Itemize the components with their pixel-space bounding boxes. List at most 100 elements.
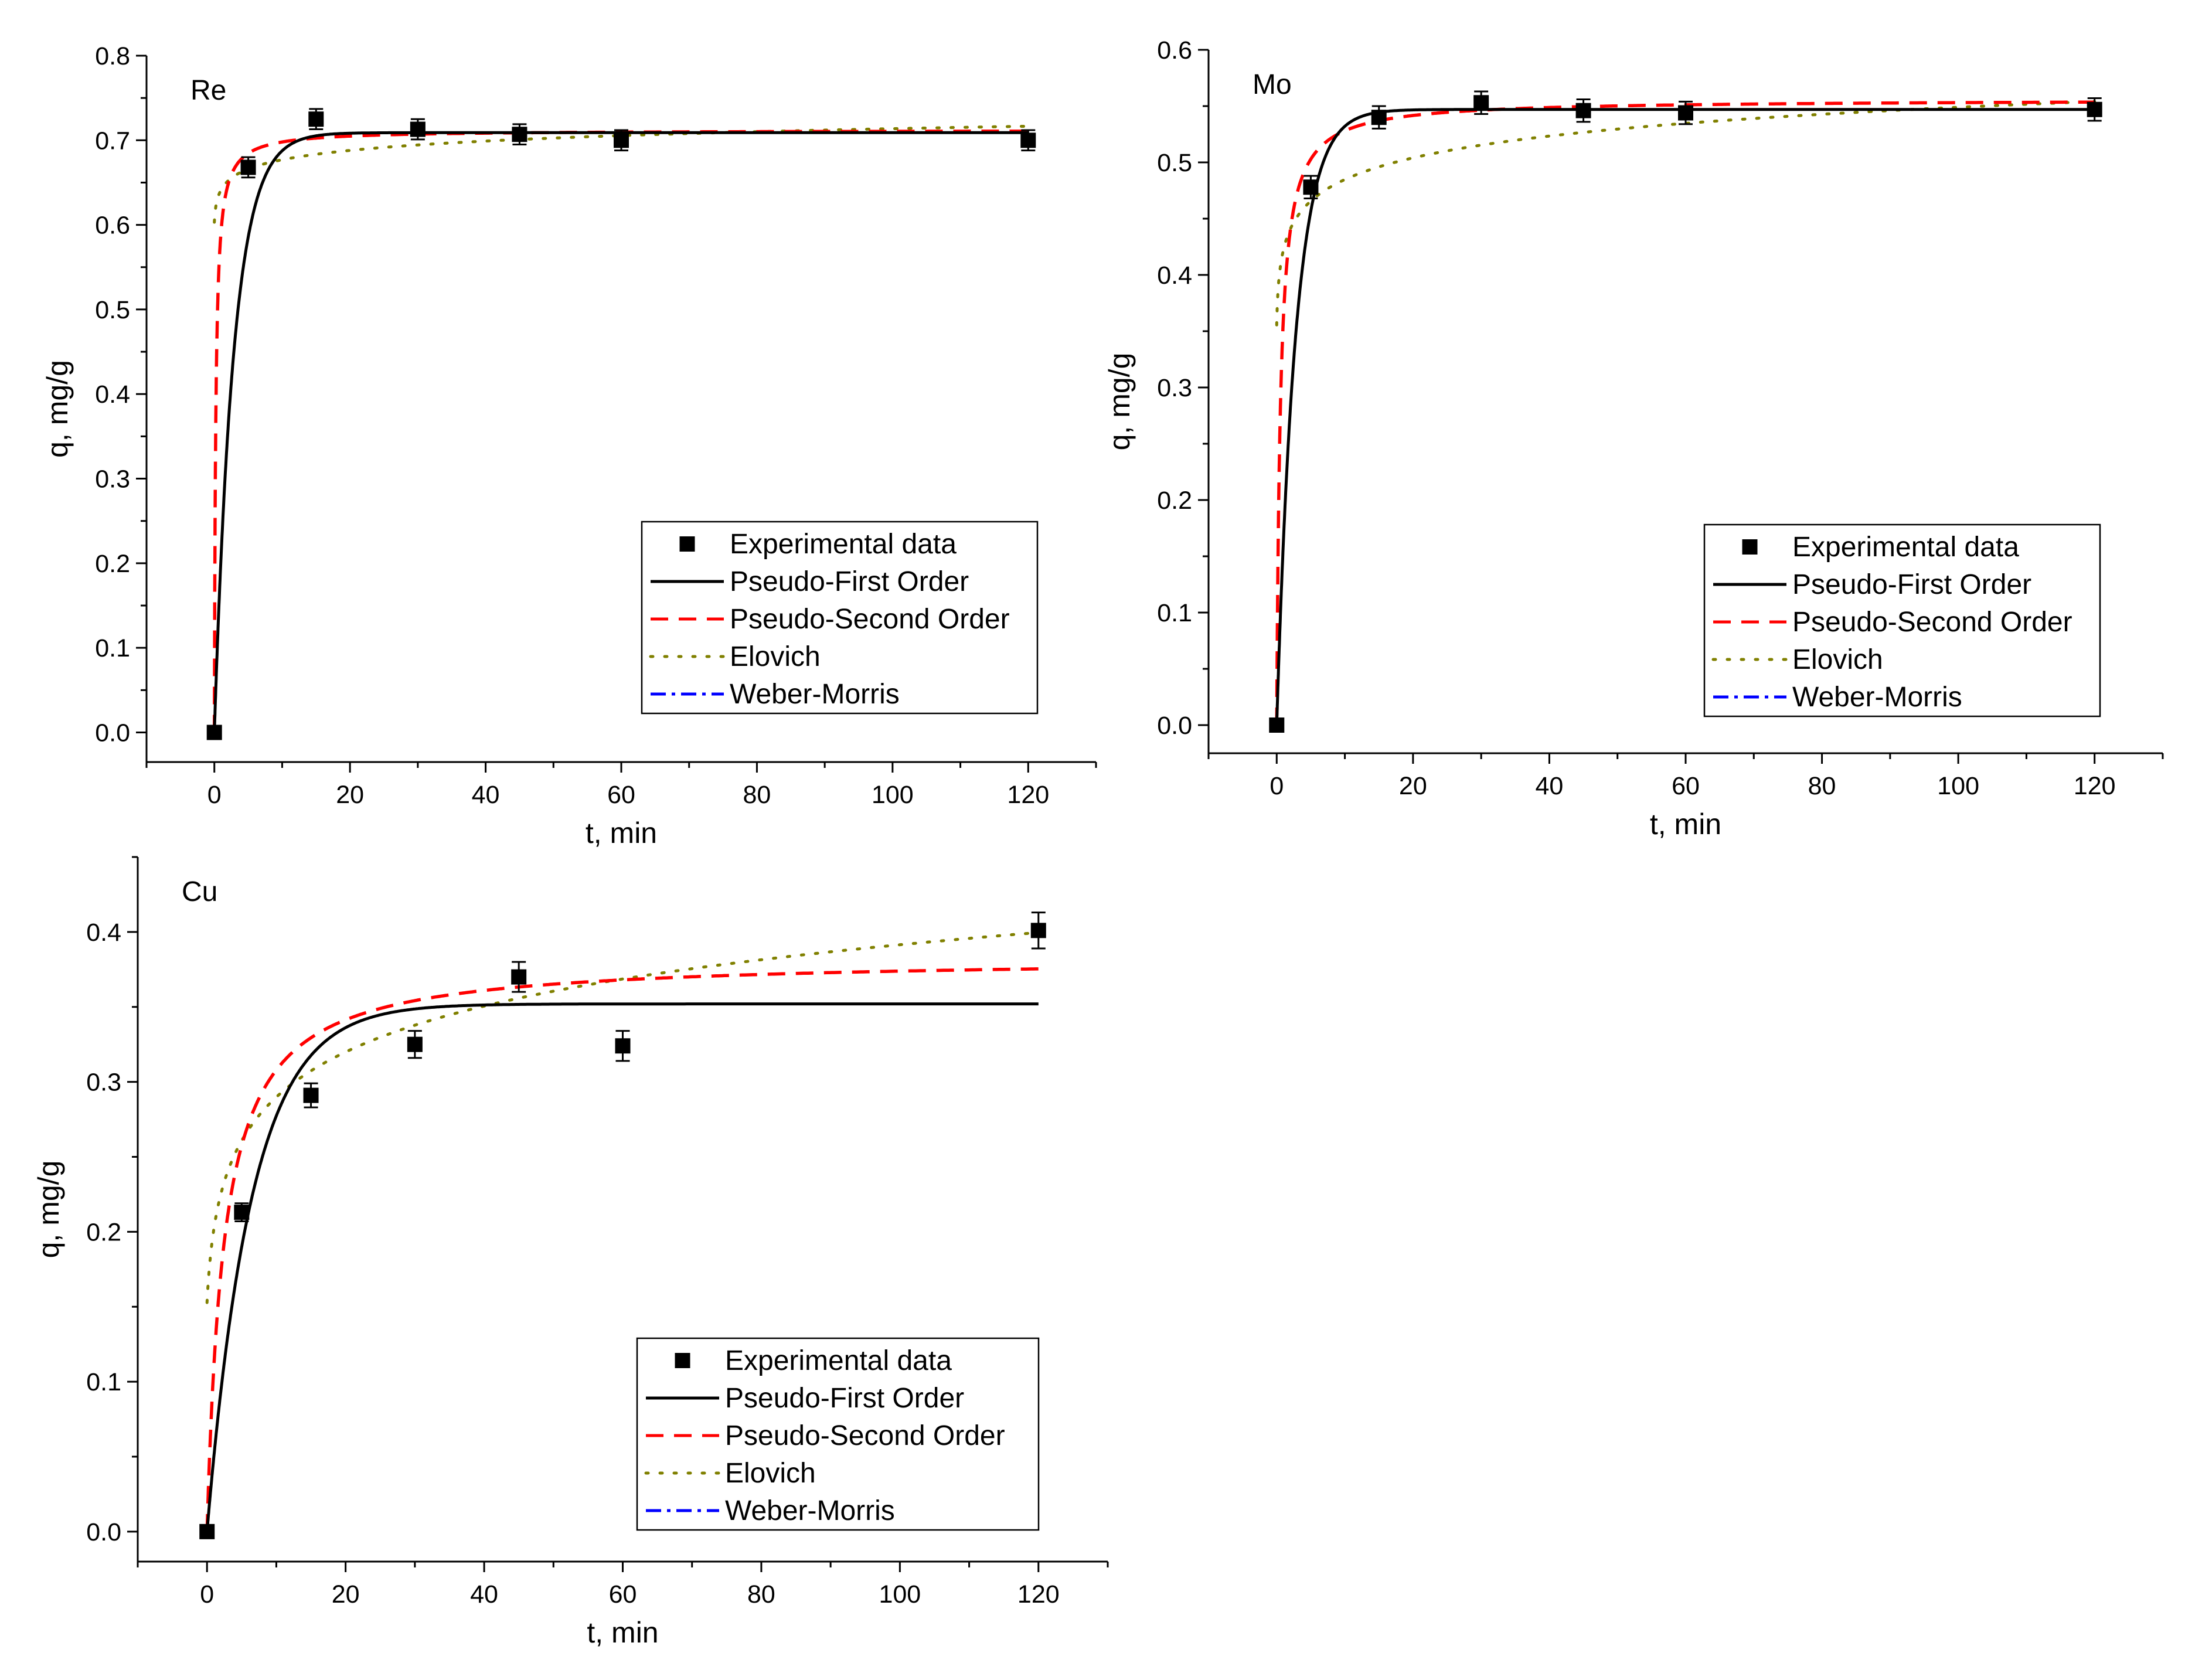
y-tick-label: 0.1 [86,1368,121,1396]
data-point [512,127,527,142]
legend-label-elovich: Elovich [730,641,821,672]
data-point [614,132,629,148]
legend-marker-square [679,536,695,552]
elovich-curve [1275,100,2097,327]
x-tick-label: 40 [1536,772,1564,800]
y-tick-label: 0.2 [1157,487,1192,515]
x-tick-label: 20 [1399,772,1427,800]
pseudo-first-curve [213,131,1029,733]
pseudo-second-curve [1275,100,2095,725]
y-tick-label: 0.8 [95,42,130,70]
data-point [234,1205,250,1220]
data-point [2087,101,2102,117]
x-tick-label: 120 [1007,781,1049,809]
chart-panel-re: 0 20 40 60 80 100 120 0.0 0.1 0.2 0.3 0.4 0.5 0.6 0.7 0… [41,42,1097,849]
x-tick-label: 120 [1017,1580,1060,1608]
x-tick-label: 20 [336,781,364,809]
x-tick-label: 60 [1672,772,1700,800]
legend-label-pseudo-first: Pseudo-First Order [725,1383,964,1414]
x-tick-label: 80 [743,781,771,809]
data-point [240,159,256,175]
legend-label-weber-morris: Weber-Morris [725,1495,895,1526]
legend-label-pseudo-second: Pseudo-Second Order [1792,607,2072,638]
pseudo-second-curve [205,967,1039,1532]
data-point [1020,132,1036,148]
x-tick-label: 100 [1937,772,1979,800]
y-tick-label: 0.3 [1157,374,1192,402]
legend-label-experimental: Experimental data [1792,532,2019,563]
legend-marker-square [1742,539,1758,555]
data-point [199,1523,215,1539]
y-tick-label: 0.2 [86,1218,121,1246]
data-point [511,969,527,985]
legend-label-weber-morris: Weber-Morris [1792,682,1962,713]
y-tick-label: 0.1 [95,634,130,662]
x-tick-label: 40 [472,781,500,809]
elovich-curve [213,124,1030,224]
y-tick-label: 0.5 [95,296,130,324]
x-axis-title: t, min [586,817,657,849]
legend-label-pseudo-second: Pseudo-Second Order [730,604,1010,635]
pseudo-first-curve [1275,108,2095,725]
x-tick-label: 100 [872,781,914,809]
data-point [1575,103,1591,118]
data-point [1473,95,1489,111]
legend-label-pseudo-second: Pseudo-Second Order [725,1420,1005,1451]
y-tick-label: 0.5 [1157,149,1192,177]
panel-label: Cu [182,876,217,907]
data-point [1269,717,1285,733]
x-tick-label: 0 [200,1580,214,1608]
panel-label: Mo [1253,69,1292,100]
y-tick-label: 0.4 [86,919,121,947]
y-tick-label: 0.3 [95,465,130,494]
x-tick-label: 80 [747,1580,775,1608]
legend-label-experimental: Experimental data [730,529,957,560]
y-tick-label: 0.6 [1157,36,1192,64]
legend-label-elovich: Elovich [1792,644,1883,675]
y-tick-label: 0.4 [1157,261,1192,290]
data-point [206,725,222,740]
x-tick-label: 20 [332,1580,360,1608]
legend: Experimental data Pseudo-First Order Pseud… [1703,523,2101,717]
legend-label-elovich: Elovich [725,1458,816,1489]
data-point [410,121,426,137]
data-point [308,111,324,127]
legend: Experimental data Pseudo-First Order Pseud… [641,521,1039,715]
y-tick-label: 0.0 [86,1518,121,1546]
data-point [1678,105,1693,121]
x-tick-label: 80 [1808,772,1836,800]
x-axis-title: t, min [1650,808,1721,841]
x-tick-label: 40 [470,1580,498,1608]
pseudo-first-curve [205,1002,1039,1532]
data-point [615,1038,631,1054]
legend-label-experimental: Experimental data [725,1345,952,1376]
x-tick-label: 120 [2074,772,2116,800]
legend-label-weber-morris: Weber-Morris [730,679,900,710]
data-point [1030,923,1046,938]
y-axis-title: q, mg/g [32,1161,65,1259]
y-tick-label: 0.3 [86,1069,121,1097]
data-point [407,1036,423,1052]
chart-panel-mo: 0 20 40 60 80 100 120 0.0 0.1 0.2 0.3 0.4 0.5 0.6 t, m… [1103,36,2164,841]
legend-label-pseudo-first: Pseudo-First Order [730,566,969,597]
x-tick-label: 60 [607,781,635,809]
y-tick-label: 0.0 [95,719,130,747]
y-tick-label: 0.6 [95,212,130,240]
x-axis-title: t, min [587,1616,658,1649]
y-tick-label: 0.0 [1157,712,1192,740]
x-tick-label: 0 [207,781,222,809]
legend: Experimental data Pseudo-First Order Pseud… [636,1337,1040,1531]
data-point [1303,179,1319,195]
legend-marker-square [675,1353,690,1368]
y-tick-label: 0.2 [95,550,130,578]
y-tick-label: 0.4 [95,380,130,409]
x-tick-label: 100 [879,1580,921,1608]
legend-label-pseudo-first: Pseudo-First Order [1792,569,2031,600]
y-axis-title: q, mg/g [41,360,74,458]
panel-label: Re [190,75,226,106]
y-tick-label: 0.7 [95,127,130,155]
data-point [303,1087,319,1103]
chart-panel-cu: 0 20 40 60 80 100 120 0.0 0.1 0.2 0.3 0.4 t, min q, m… [32,856,1109,1649]
y-tick-label: 0.1 [1157,599,1192,627]
